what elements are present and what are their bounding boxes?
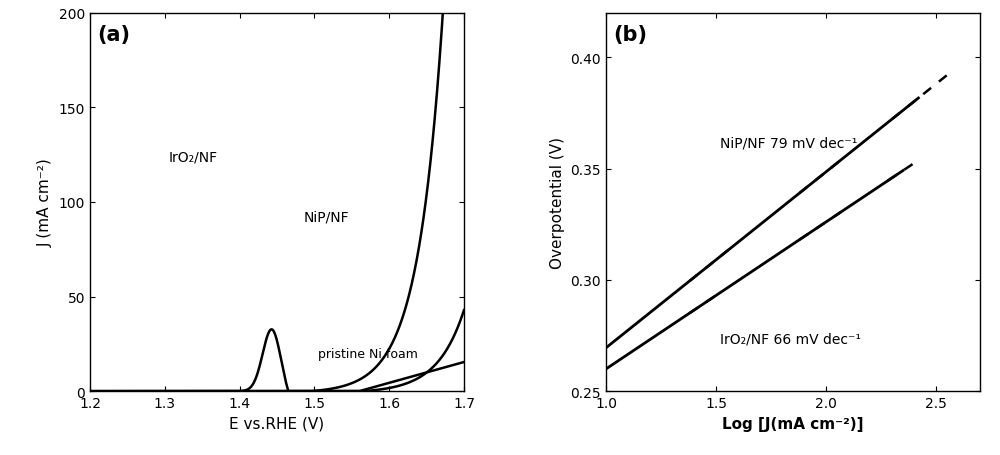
X-axis label: E vs.RHE (V): E vs.RHE (V) <box>229 416 325 430</box>
Text: (b): (b) <box>614 25 648 45</box>
Text: NiP/NF: NiP/NF <box>303 210 349 224</box>
Text: IrO₂/NF: IrO₂/NF <box>169 150 218 164</box>
Text: NiP/NF 79 mV dec⁻¹: NiP/NF 79 mV dec⁻¹ <box>720 136 858 150</box>
Text: (a): (a) <box>97 25 130 45</box>
Text: pristine Ni foam: pristine Ni foam <box>318 347 418 360</box>
X-axis label: Log [J(mA cm⁻²)]: Log [J(mA cm⁻²)] <box>722 416 864 430</box>
Y-axis label: J (mA cm⁻²): J (mA cm⁻²) <box>38 158 53 247</box>
Y-axis label: Overpotential (V): Overpotential (V) <box>550 136 565 268</box>
Text: IrO₂/NF 66 mV dec⁻¹: IrO₂/NF 66 mV dec⁻¹ <box>720 331 861 345</box>
